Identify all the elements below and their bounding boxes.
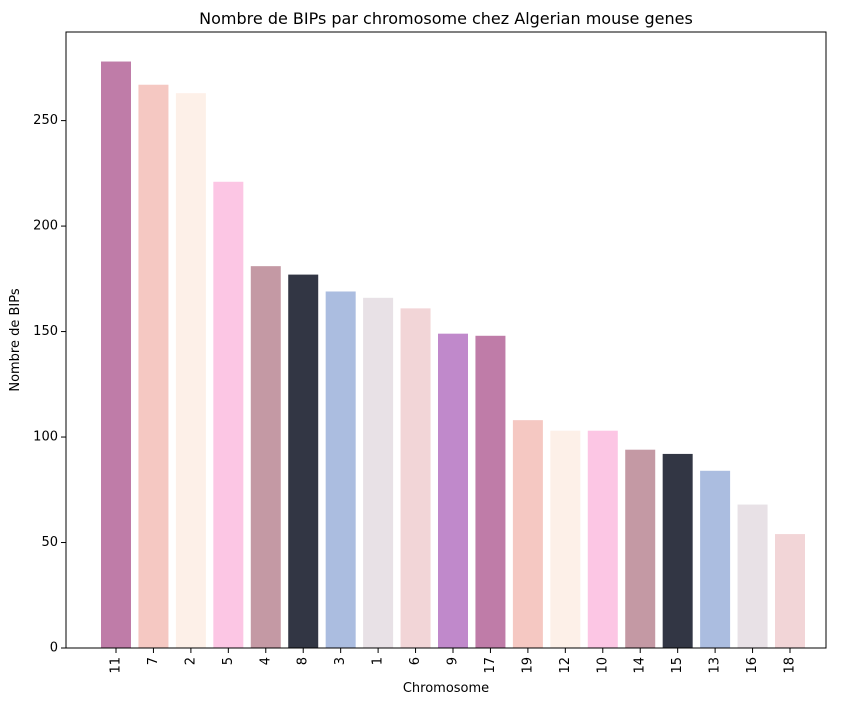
y-tick-label-200: 200 bbox=[33, 219, 58, 234]
chart-title: Nombre de BIPs par chromosome chez Alger… bbox=[199, 9, 693, 28]
y-axis-label: Nombre de BIPs bbox=[8, 288, 23, 392]
bar-chromosome-6 bbox=[400, 308, 431, 648]
y-tick-label-0: 0 bbox=[50, 641, 58, 656]
bar-chromosome-11 bbox=[101, 61, 131, 648]
x-tick-label-4: 4 bbox=[258, 657, 273, 665]
plot-frame bbox=[65, 31, 827, 649]
bars-group bbox=[101, 61, 805, 649]
y-tick-label-50: 50 bbox=[41, 535, 58, 550]
x-axis: 11 7 2 5 4 8 3 1 6 9 17 19 12 10 14 15 13 16 18 bbox=[109, 648, 798, 674]
x-tick-label-6: 6 bbox=[408, 657, 423, 665]
y-tick-label-250: 250 bbox=[33, 113, 58, 128]
bar-chromosome-3 bbox=[325, 291, 356, 648]
bar-chromosome-4 bbox=[250, 266, 281, 648]
bar-chromosome-9 bbox=[438, 333, 468, 648]
x-tick-label-18: 18 bbox=[783, 657, 798, 674]
bar-chromosome-13 bbox=[700, 470, 731, 648]
x-axis-label: Chromosome bbox=[403, 681, 489, 696]
bar-chromosome-7 bbox=[138, 84, 169, 649]
x-tick-label-13: 13 bbox=[708, 657, 723, 674]
x-tick-label-3: 3 bbox=[333, 657, 348, 665]
x-tick-label-2: 2 bbox=[183, 657, 198, 665]
x-tick-label-10: 10 bbox=[595, 657, 610, 674]
bar-chromosome-18 bbox=[775, 534, 805, 648]
bar-chromosome-17 bbox=[475, 335, 506, 648]
bar-chromosome-8 bbox=[288, 274, 319, 648]
bar-chromosome-2 bbox=[175, 93, 206, 649]
bar-chromosome-12 bbox=[550, 430, 581, 648]
x-tick-label-9: 9 bbox=[446, 657, 461, 665]
bar-chromosome-14 bbox=[625, 449, 656, 648]
x-tick-label-14: 14 bbox=[633, 657, 648, 674]
x-tick-label-16: 16 bbox=[745, 657, 760, 674]
y-axis: 0 50 100 150 200 250 bbox=[33, 113, 66, 656]
x-tick-label-11: 11 bbox=[109, 657, 124, 674]
x-tick-label-5: 5 bbox=[221, 657, 236, 665]
y-tick-label-100: 100 bbox=[33, 430, 58, 445]
bar-chromosome-16 bbox=[737, 504, 768, 648]
x-tick-label-15: 15 bbox=[670, 657, 685, 674]
x-tick-label-8: 8 bbox=[296, 657, 311, 665]
x-tick-label-17: 17 bbox=[483, 657, 498, 674]
bar-chromosome-10 bbox=[587, 430, 618, 648]
x-tick-label-19: 19 bbox=[520, 657, 535, 674]
x-tick-label-1: 1 bbox=[371, 657, 386, 665]
bar-chromosome-1 bbox=[363, 297, 394, 648]
x-tick-label-7: 7 bbox=[146, 657, 161, 665]
y-tick-label-150: 150 bbox=[33, 324, 58, 339]
bar-chromosome-15 bbox=[662, 453, 693, 648]
bar-chromosome-5 bbox=[213, 181, 244, 648]
bar-chromosome-19 bbox=[512, 420, 543, 648]
x-tick-label-12: 12 bbox=[558, 657, 573, 674]
